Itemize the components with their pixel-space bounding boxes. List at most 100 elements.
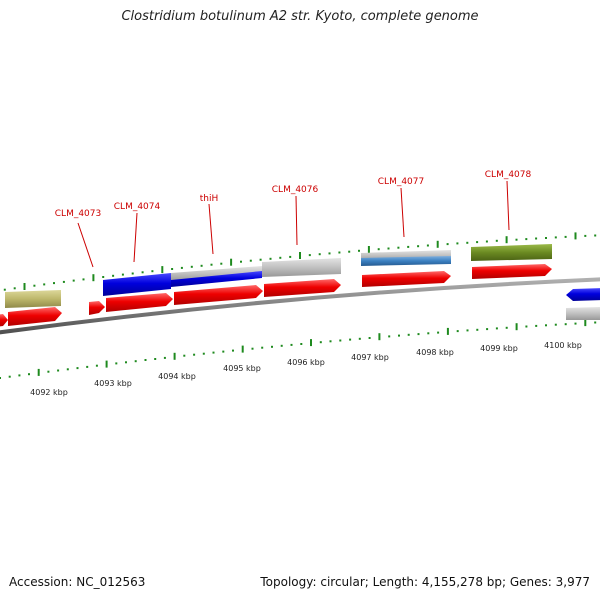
major-tick [299, 252, 301, 259]
minor-tick [102, 276, 105, 278]
minor-tick [193, 353, 196, 356]
minor-tick [95, 364, 98, 367]
minor-tick [564, 323, 567, 326]
minor-tick [427, 332, 430, 335]
minor-tick [300, 343, 303, 345]
major-tick [37, 368, 40, 376]
label-leader [506, 180, 510, 231]
minor-tick [495, 239, 498, 242]
minor-tick [466, 241, 469, 244]
minor-tick [564, 235, 567, 238]
minor-tick [141, 271, 144, 274]
gene-feature-blue[interactable] [171, 271, 262, 287]
major-tick [173, 352, 176, 360]
major-tick [105, 360, 108, 368]
minor-tick [131, 272, 134, 275]
gene-feature-blue[interactable] [103, 273, 171, 296]
minor-tick [319, 341, 322, 344]
gene-feature-gray[interactable] [262, 258, 341, 277]
minor-tick [358, 249, 360, 252]
minor-tick [13, 287, 16, 290]
cds-arrow[interactable] [362, 271, 451, 287]
kbp-label: 4100 kbp [544, 341, 582, 350]
minor-tick [115, 362, 118, 365]
minor-tick [368, 337, 371, 339]
minor-tick [407, 333, 410, 336]
locus-tag-label: CLM_4074 [114, 202, 161, 212]
minor-tick [180, 266, 183, 269]
kbp-label: 4097 kbp [351, 353, 389, 362]
minor-tick [154, 358, 157, 360]
minor-tick [212, 351, 215, 354]
gene-feature-gray[interactable] [171, 266, 262, 281]
major-tick [241, 345, 244, 353]
cds-arrow[interactable] [8, 307, 62, 326]
minor-tick [57, 369, 60, 372]
cds-arrow[interactable] [0, 314, 8, 327]
gene-feature-olive[interactable] [471, 244, 552, 261]
minor-tick [308, 254, 311, 257]
major-tick [515, 323, 518, 331]
minor-tick [387, 247, 390, 250]
minor-tick [495, 327, 498, 330]
cds-arrow[interactable] [174, 285, 263, 305]
major-tick [574, 232, 577, 240]
gene-feature-gray[interactable] [566, 307, 600, 320]
minor-tick [525, 238, 528, 241]
minor-tick [289, 255, 292, 258]
minor-tick [417, 245, 420, 248]
minor-tick [251, 347, 254, 350]
minor-tick [280, 344, 283, 347]
minor-tick [279, 256, 282, 259]
minor-tick [535, 237, 538, 240]
tick-ring-upper [3, 232, 597, 291]
major-tick [505, 236, 508, 244]
minor-tick [112, 274, 115, 277]
minor-tick [171, 268, 174, 270]
kbp-label: 4095 kbp [223, 364, 261, 373]
cds-arrow[interactable] [264, 279, 341, 297]
minor-tick [456, 242, 459, 245]
minor-tick [125, 361, 127, 364]
kbp-label: 4092 kbp [30, 388, 68, 397]
kbp-label: 4093 kbp [94, 379, 132, 388]
minor-tick [358, 337, 361, 340]
minor-tick [3, 288, 6, 291]
minor-tick [485, 240, 488, 243]
minor-tick [535, 324, 538, 327]
cds-arrow[interactable] [89, 301, 105, 315]
minor-tick [446, 243, 449, 246]
minor-tick [163, 356, 166, 359]
minor-tick [28, 373, 30, 376]
major-tick [378, 333, 381, 341]
minor-tick [144, 359, 147, 361]
minor-tick [545, 237, 547, 239]
minor-tick [398, 334, 400, 337]
minor-tick [72, 279, 75, 282]
minor-tick [190, 265, 193, 268]
minor-tick [456, 330, 459, 333]
cds-arrow[interactable] [472, 264, 552, 279]
minor-tick [151, 270, 154, 273]
map-title: Clostridium botulinum A2 str. Kyoto, com… [121, 9, 479, 24]
minor-tick [62, 280, 65, 283]
gene-feature-blue[interactable] [566, 288, 600, 301]
minor-tick [426, 244, 429, 247]
cds-arrow[interactable] [106, 293, 173, 312]
minor-tick [200, 264, 203, 267]
label-leader [77, 222, 94, 268]
minor-tick [222, 350, 225, 353]
major-tick [367, 246, 370, 253]
minor-tick [47, 370, 50, 373]
minor-tick [417, 333, 420, 336]
gene-feature-khaki[interactable] [5, 290, 61, 308]
gene-feature-steelblue[interactable] [361, 256, 451, 266]
minor-tick [183, 354, 186, 357]
minor-tick [210, 263, 213, 266]
minor-tick [8, 375, 11, 378]
minor-tick [134, 360, 137, 363]
major-tick [584, 319, 587, 327]
minor-tick [240, 260, 242, 263]
minor-tick [290, 343, 293, 346]
